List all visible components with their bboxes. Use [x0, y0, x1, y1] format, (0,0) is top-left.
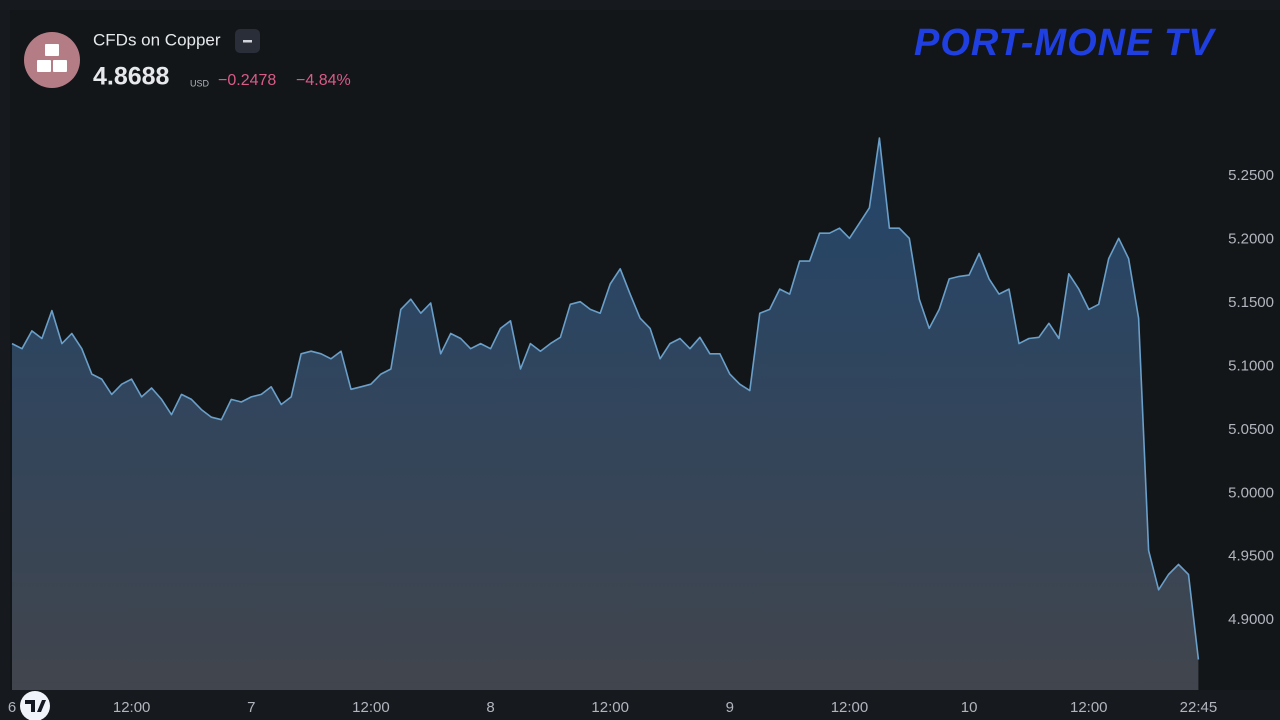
tv-badge-glyph	[25, 700, 46, 712]
change-percent: −4.84%	[296, 72, 351, 89]
price: 4.8688	[93, 63, 170, 91]
x-tick-label: 12:00	[113, 699, 151, 716]
y-tick-label: 5.2000	[1228, 231, 1274, 248]
x-tick-label: 10	[961, 699, 978, 716]
x-tick-label: 6	[8, 699, 16, 716]
x-tick-label: 12:00	[591, 699, 629, 716]
price-line	[11, 137, 1200, 660]
y-tick-label: 5.0000	[1228, 484, 1274, 501]
x-tick-label: 7	[247, 699, 255, 716]
collapse-icon	[243, 40, 252, 43]
y-tick-label: 5.1500	[1228, 294, 1274, 311]
x-tick-label: 22:45	[1180, 699, 1218, 716]
symbol-icon	[24, 32, 80, 88]
y-tick-label: 5.1000	[1228, 357, 1274, 374]
symbol-icon-glyph	[37, 44, 67, 72]
x-tick-label: 12:00	[1070, 699, 1108, 716]
area-fill	[12, 138, 1199, 691]
currency: USD	[190, 78, 210, 88]
symbol-title: CFDs on Copper	[93, 30, 221, 49]
plot-area	[11, 137, 1200, 691]
y-tick-label: 5.2500	[1228, 167, 1274, 184]
y-tick-label: 4.9000	[1228, 611, 1274, 628]
brand-logo: PORT-MONE TV	[914, 22, 1216, 64]
x-tick-label: 12:00	[831, 699, 869, 716]
y-tick-label: 5.0500	[1228, 421, 1274, 438]
change: −0.2478	[218, 72, 276, 89]
x-tick-label: 8	[486, 699, 494, 716]
x-tick-label: 12:00	[352, 699, 390, 716]
y-tick-label: 4.9500	[1228, 548, 1274, 565]
x-tick-label: 9	[726, 699, 734, 716]
